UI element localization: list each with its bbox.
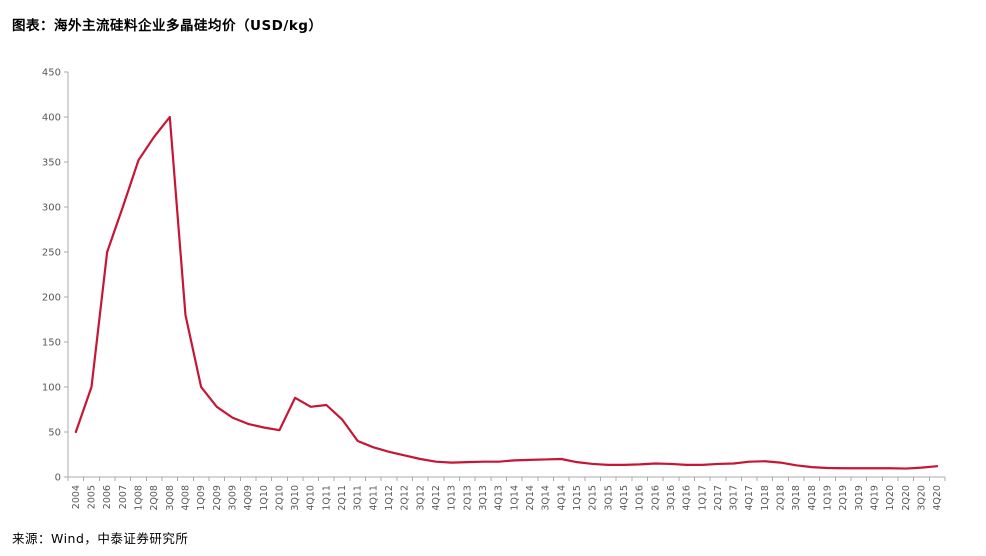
x-axis-tick-label: 1Q12 (384, 485, 395, 510)
x-axis-tick-label: 3Q13 (478, 485, 489, 510)
x-axis-tick-label: 3Q12 (415, 485, 426, 510)
x-axis-tick-label: 1Q08 (133, 485, 144, 510)
y-axis-tick-label: 200 (42, 293, 61, 304)
polysilicon-price-line-chart: 0 50 100 150 200 250 300 350 400 450 2004 2005 2006 2… (42, 68, 946, 510)
x-axis-tick-label: 4Q14 (556, 485, 567, 510)
x-axis-tick-label: 1Q16 (635, 485, 646, 510)
y-axis-tick-label: 300 (42, 203, 61, 214)
source-note: 来源：Wind，中泰证券研究所 (12, 531, 189, 546)
price-series-line (74, 115, 939, 470)
x-axis-tick-label: 3Q09 (227, 485, 238, 510)
x-axis-tick-label: 2Q10 (274, 485, 285, 510)
x-axis-tick-label: 4Q19 (870, 485, 881, 510)
x-axis-tick-label: 2Q18 (776, 485, 787, 510)
x-axis-tick-label: 2Q13 (462, 485, 473, 510)
x-axis-tick-label: 2007 (118, 485, 129, 509)
y-axis-tick-label: 400 (42, 113, 61, 124)
x-axis-tick-label: 3Q16 (666, 485, 677, 510)
y-axis-tick-label: 100 (42, 383, 61, 394)
x-axis-tick-label: 3Q10 (290, 485, 301, 510)
x-axis-tick-label: 1Q14 (509, 485, 520, 510)
x-axis-tick-label: 4Q13 (494, 485, 505, 510)
y-axis-tick-label: 150 (42, 338, 61, 349)
x-axis-tick-label: 1Q13 (447, 485, 458, 510)
y-axis-tick-label: 50 (48, 428, 61, 439)
x-axis-tick-label: 1Q18 (760, 485, 771, 510)
x-axis-tick-label: 4Q12 (431, 485, 442, 510)
y-axis-tick-label: 0 (55, 473, 61, 484)
chart-title: 图表：海外主流硅料企业多晶硅均价（USD/kg） (12, 18, 323, 34)
x-axis-tick-label: 2Q19 (838, 485, 849, 510)
x-axis-tick-label: 3Q15 (603, 485, 614, 510)
x-axis-tick-label: 3Q17 (729, 485, 740, 510)
x-axis-tick-label: 4Q17 (744, 485, 755, 510)
x-axis-tick-label: 2Q11 (337, 485, 348, 510)
x-axis-tick-label: 4Q15 (619, 485, 630, 510)
x-axis-tick-label: 3Q11 (353, 485, 364, 510)
x-axis-tick-label: 2005 (86, 485, 97, 509)
x-axis-tick-label: 2Q15 (588, 485, 599, 510)
x-axis-tick-label: 2Q17 (713, 485, 724, 510)
x-axis-tick-label: 2Q20 (901, 485, 912, 510)
x-axis-tick-label: 4Q16 (682, 485, 693, 510)
x-axis-tick-label: 1Q15 (572, 485, 583, 510)
x-axis-tick-label: 2Q08 (149, 485, 160, 510)
x-axis-tick-label: 1Q10 (259, 485, 270, 510)
y-axis-tick-label: 250 (42, 248, 61, 259)
y-axis-tick-label: 450 (42, 68, 61, 79)
x-axis-tick-label: 2Q12 (400, 485, 411, 510)
x-axis-tick-label: 3Q19 (854, 485, 865, 510)
x-axis-tick-label: 4Q08 (180, 485, 191, 510)
x-axis-tick-label: 4Q18 (807, 485, 818, 510)
x-axis-tick-label: 3Q20 (917, 485, 928, 510)
x-axis-tick-label: 2Q16 (650, 485, 661, 510)
x-axis-tick-label: 4Q09 (243, 485, 254, 510)
x-axis-tick-label: 2Q09 (212, 485, 223, 510)
y-axis-tick-label: 350 (42, 158, 61, 169)
x-axis-tick-label: 4Q11 (368, 485, 379, 510)
x-axis-tick-label: 1Q17 (697, 485, 708, 510)
x-axis-tick-label: 4Q10 (306, 485, 317, 510)
x-axis-tick-label: 1Q20 (885, 485, 896, 510)
x-axis-tick-label: 3Q18 (791, 485, 802, 510)
x-axis-tick-label: 2004 (71, 485, 82, 509)
x-axis-tick-label: 1Q11 (321, 485, 332, 510)
x-axis-tick-label: 2006 (102, 485, 113, 509)
x-axis-tick-label: 2Q14 (525, 485, 536, 510)
x-axis-tick-label: 4Q20 (932, 485, 943, 510)
x-axis-tick-label: 1Q19 (823, 485, 834, 510)
x-axis-tick-label: 3Q14 (541, 485, 552, 510)
x-axis-tick-label: 1Q09 (196, 485, 207, 510)
x-axis-tick-label: 3Q08 (165, 485, 176, 510)
